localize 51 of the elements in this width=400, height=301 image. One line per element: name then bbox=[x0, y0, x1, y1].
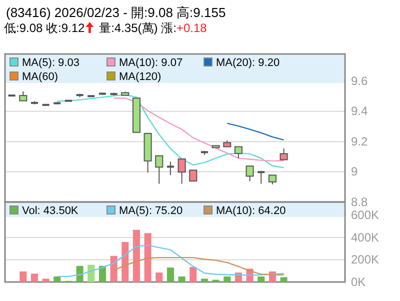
bar bbox=[132, 230, 140, 282]
legend-label: MA(10): 9.07 bbox=[119, 57, 183, 69]
bar bbox=[224, 276, 231, 282]
bar bbox=[144, 233, 152, 282]
legend-label: MA(5): 9.03 bbox=[22, 57, 80, 69]
legend-label: MA(20): 9.20 bbox=[216, 57, 280, 69]
y-tick-label: 9 bbox=[351, 164, 358, 179]
chart-title: (83416) 2026/02/23 - 開:9.08 高:9.155 bbox=[6, 5, 226, 20]
bar bbox=[190, 267, 197, 282]
y-tick-label: 8.8 bbox=[351, 194, 368, 209]
bar bbox=[88, 264, 95, 282]
bar bbox=[178, 276, 186, 282]
bar bbox=[258, 276, 265, 282]
bar bbox=[122, 242, 129, 282]
line-series bbox=[56, 244, 284, 278]
line-series bbox=[113, 256, 284, 276]
candlestick bbox=[246, 166, 254, 182]
bar bbox=[76, 266, 84, 282]
bar bbox=[200, 278, 208, 282]
bar bbox=[54, 276, 61, 282]
y-tick-label: 600K bbox=[351, 208, 380, 222]
y-tick-label: 400K bbox=[351, 230, 380, 244]
chart-subtitle: 低:9.08 收:9.12 量:4.35(萬) 漲:+0.18 bbox=[4, 21, 208, 35]
y-tick-label: 200K bbox=[351, 252, 380, 267]
y-tick-label: 9.6 bbox=[351, 74, 368, 88]
bar bbox=[280, 277, 288, 282]
legend-label: MA(10): 64.20 bbox=[216, 205, 286, 217]
bar bbox=[110, 256, 118, 282]
y-tick-label: 9.2 bbox=[351, 134, 368, 148]
y-tick-label: 9.4 bbox=[351, 104, 368, 118]
candlestick bbox=[258, 170, 265, 184]
candlestick bbox=[268, 174, 276, 185]
candlestick bbox=[178, 158, 186, 184]
line-series bbox=[226, 122, 284, 141]
candlestick bbox=[166, 161, 174, 176]
bar bbox=[42, 278, 50, 282]
bar bbox=[30, 274, 38, 282]
bar bbox=[156, 272, 163, 282]
bar bbox=[20, 271, 27, 282]
candlestick bbox=[234, 146, 242, 159]
candlestick bbox=[189, 170, 198, 182]
legend-label: Vol: 43.50K bbox=[22, 205, 79, 217]
legend-label: MA(120) bbox=[119, 71, 162, 83]
candlestick bbox=[155, 155, 164, 184]
bar bbox=[98, 266, 106, 282]
candlestick bbox=[280, 148, 288, 160]
legend-label: MA(5): 75.20 bbox=[119, 205, 183, 217]
candlestick bbox=[19, 90, 28, 102]
y-tick-label: 0K bbox=[351, 274, 366, 289]
bar bbox=[166, 268, 174, 282]
legend-label: MA(60) bbox=[22, 71, 58, 83]
